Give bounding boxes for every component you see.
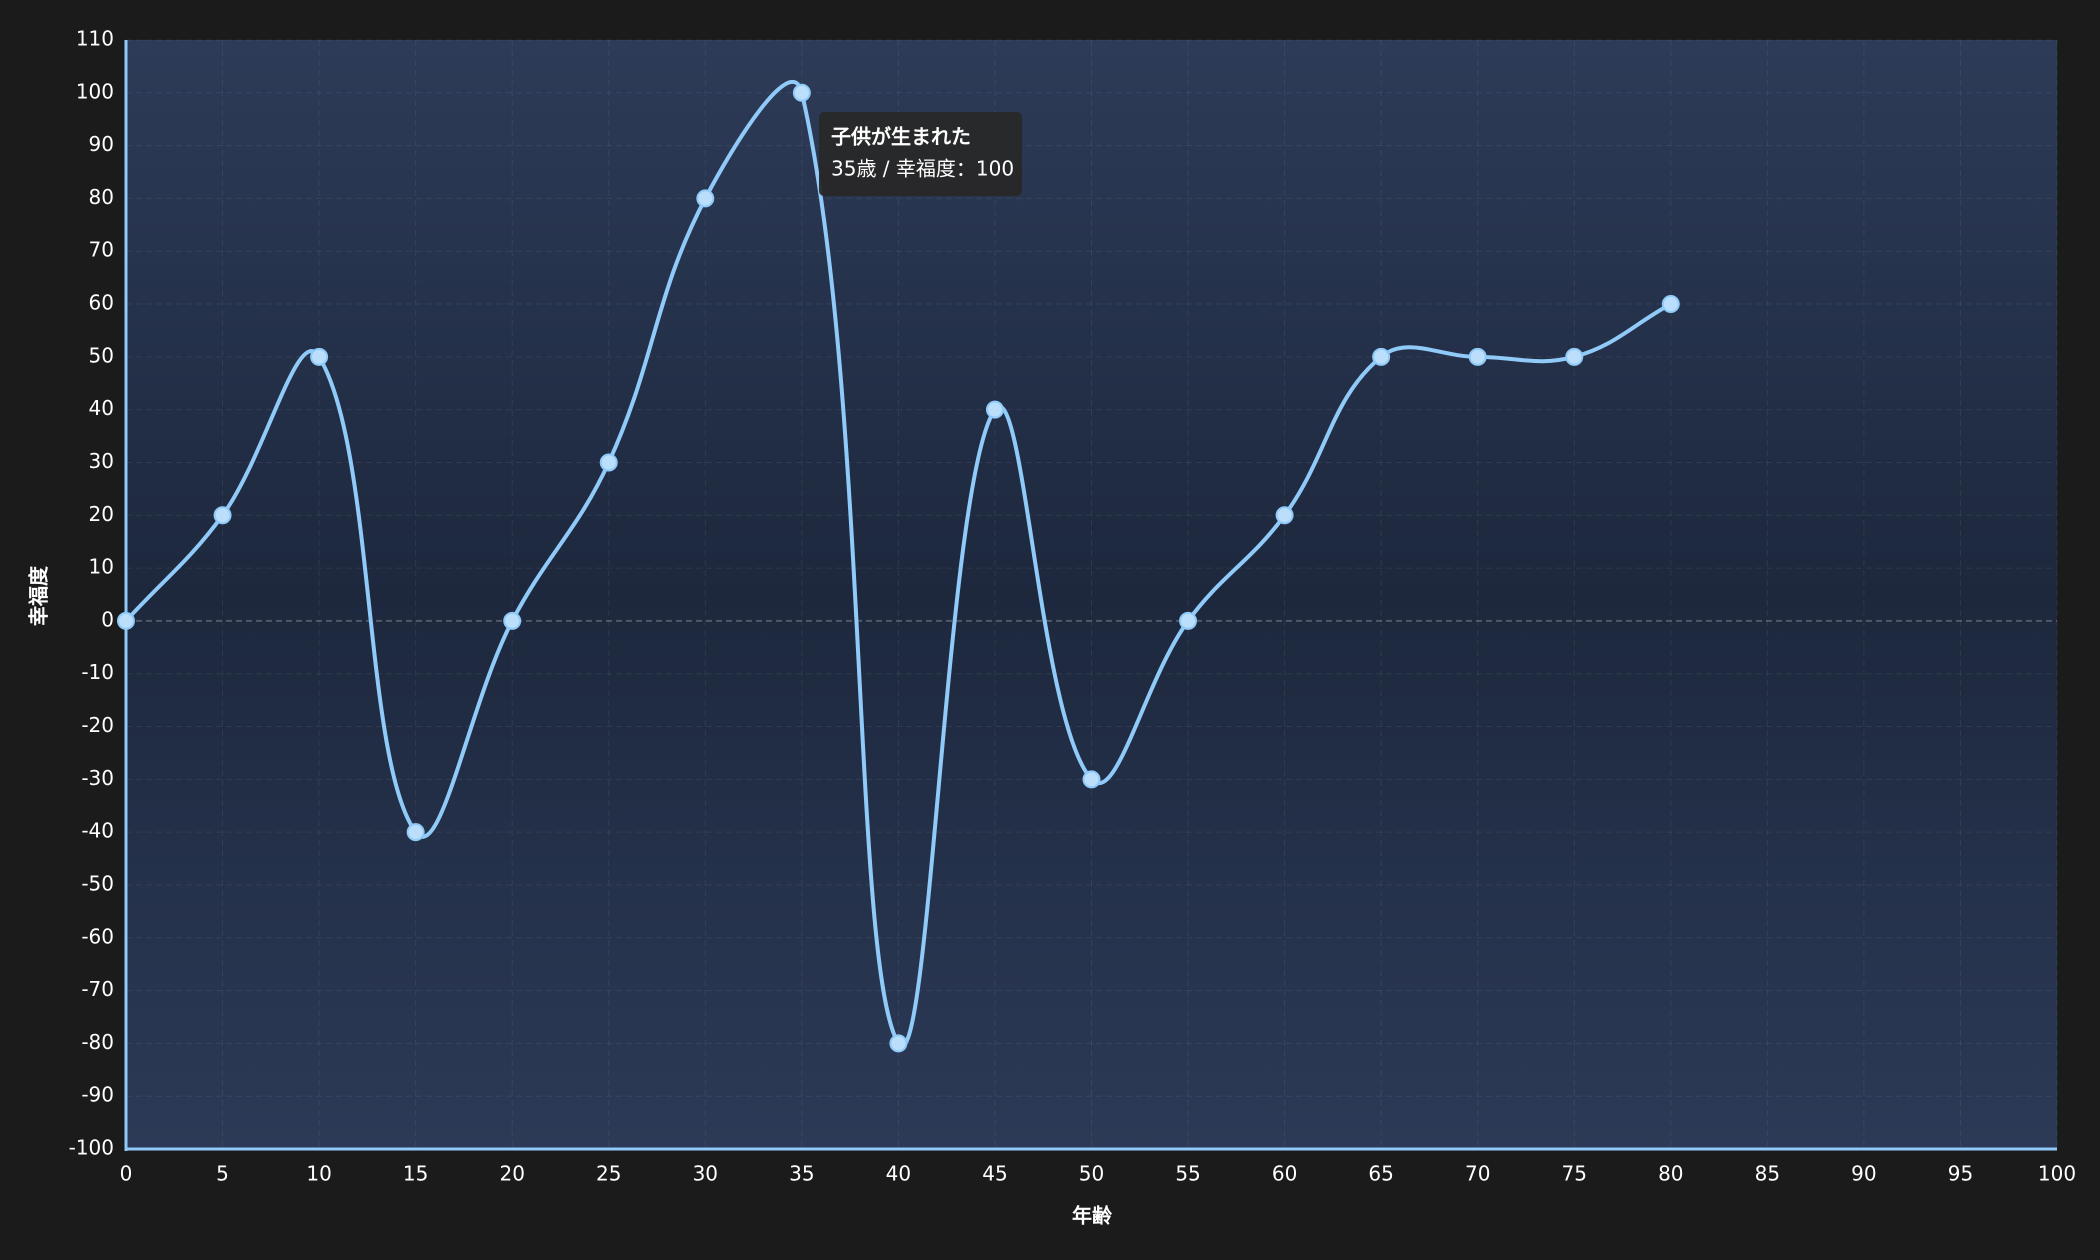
point <box>117 611 135 630</box>
y-tick-label: -90 <box>81 1083 114 1107</box>
x-tick-label: 40 <box>886 1162 911 1186</box>
y-tick-label: 20 <box>89 502 114 526</box>
x-tick-label: 60 <box>1272 1162 1297 1186</box>
point <box>1661 295 1680 314</box>
x-tick-label: 55 <box>1175 1162 1200 1186</box>
x-tick-label: 20 <box>499 1162 524 1186</box>
point <box>696 189 715 208</box>
y-tick-label: -70 <box>81 977 114 1001</box>
tooltip: 子供が生まれた 35歳 / 幸福度：100 <box>819 112 1022 196</box>
plot-area <box>126 40 2057 1149</box>
point <box>1468 347 1487 366</box>
y-tick-label: 60 <box>89 291 114 315</box>
x-tick-label: 0 <box>120 1162 133 1186</box>
y-tick-label: 80 <box>89 185 114 209</box>
point <box>310 347 329 366</box>
x-tick-label: 25 <box>596 1162 621 1186</box>
x-tick-label: 50 <box>1079 1162 1104 1186</box>
y-tick-label: 40 <box>89 396 114 420</box>
y-tick-label: -40 <box>81 819 114 843</box>
tooltip-box <box>819 112 1022 196</box>
y-tick-label: -10 <box>81 660 114 684</box>
x-tick-label: 100 <box>2038 1162 2076 1186</box>
y-tick-label: -20 <box>81 713 114 737</box>
y-tick-label: -80 <box>81 1030 114 1054</box>
y-tick-label: 10 <box>89 555 114 579</box>
y-tick-label: -100 <box>69 1136 114 1160</box>
point <box>792 83 811 102</box>
point <box>1372 347 1391 366</box>
y-tick-label: 0 <box>101 607 114 631</box>
x-tick-label: 65 <box>1368 1162 1393 1186</box>
x-tick-label: 95 <box>1948 1162 1973 1186</box>
y-tick-label: 50 <box>89 343 114 367</box>
y-tick-label: -60 <box>81 924 114 948</box>
point <box>1082 770 1101 789</box>
series <box>117 80 1680 1053</box>
y-tick-label: 90 <box>89 132 114 156</box>
x-tick-label: 35 <box>789 1162 814 1186</box>
point <box>889 1034 908 1053</box>
x-tick-label: 10 <box>306 1162 331 1186</box>
x-tick-label: 15 <box>403 1162 428 1186</box>
x-tick-label: 5 <box>216 1162 229 1186</box>
x-tick-label: 80 <box>1658 1162 1683 1186</box>
x-tick-label: 45 <box>982 1162 1007 1186</box>
point <box>503 611 522 630</box>
tooltip-title: 子供が生まれた <box>831 125 971 149</box>
x-tick-label: 70 <box>1465 1162 1490 1186</box>
y-axis-label: 幸福度 <box>27 565 51 626</box>
point <box>406 823 425 842</box>
y-tick-label: 70 <box>89 238 114 262</box>
point <box>1275 506 1294 525</box>
y-tick-label: -50 <box>81 871 114 895</box>
point <box>985 400 1004 419</box>
x-tick-label: 75 <box>1562 1162 1587 1186</box>
x-tick-label: 90 <box>1851 1162 1876 1186</box>
tooltip-body: 35歳 / 幸福度：100 <box>831 157 1014 181</box>
line <box>124 80 1672 1049</box>
x-tick-label: 30 <box>693 1162 718 1186</box>
y-tick-label: -30 <box>81 766 114 790</box>
point <box>213 506 232 525</box>
point <box>599 453 618 472</box>
x-tick-label: 85 <box>1755 1162 1780 1186</box>
y-tick-label: 100 <box>76 79 114 103</box>
point <box>1179 611 1198 630</box>
y-tick-label: 30 <box>89 449 114 473</box>
point <box>1565 347 1584 366</box>
y-tick-label: 110 <box>76 27 114 51</box>
x-axis-label: 年齢 <box>1072 1204 1113 1228</box>
